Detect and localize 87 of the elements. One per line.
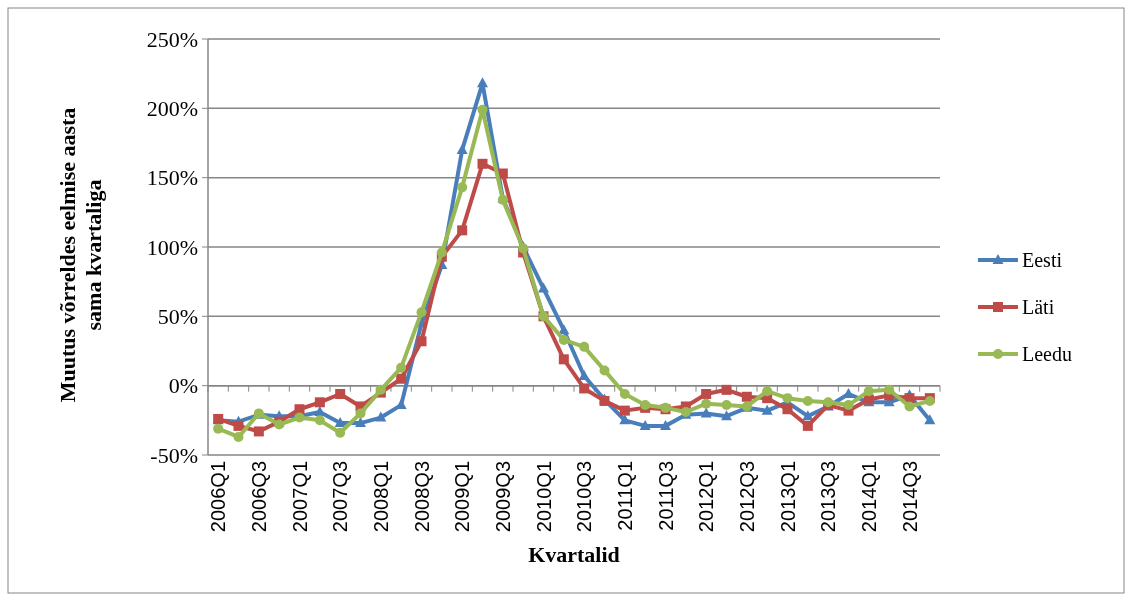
point [904, 393, 915, 404]
point [700, 407, 712, 418]
point [416, 336, 427, 347]
x-tick-label: 2012Q3 [735, 461, 758, 533]
x-tick-label: 2014Q3 [898, 461, 921, 533]
point [762, 386, 773, 397]
point [578, 369, 590, 380]
point [660, 419, 671, 430]
y-tick-label: 200% [146, 96, 198, 122]
x-tick-label: 2014Q1 [857, 461, 880, 533]
point [558, 354, 569, 365]
legend-label: Eesti [1022, 249, 1063, 271]
point [701, 388, 712, 399]
x-tick-label: 2007Q1 [288, 461, 311, 533]
x-tick-label: 2013Q3 [817, 461, 840, 533]
point [335, 388, 346, 399]
x-tick-label: 2010Q3 [573, 461, 596, 533]
point [802, 410, 814, 421]
point [619, 405, 630, 416]
point [721, 410, 732, 421]
point [558, 324, 570, 335]
x-tick-label: 2008Q1 [369, 461, 392, 533]
x-tick-label: 2009Q1 [451, 461, 474, 533]
x-tick-label: 2009Q3 [491, 461, 514, 533]
point [619, 414, 631, 425]
y-axis-title: Muutus võrreldes eelmise aasta sama kvartaliga [55, 107, 106, 403]
point [924, 414, 936, 425]
legend-label: Leedu [1022, 343, 1072, 365]
point [457, 225, 468, 236]
point [579, 341, 590, 352]
point [334, 417, 346, 428]
point [253, 426, 264, 437]
point [579, 383, 590, 394]
x-tick-label: 2006Q3 [247, 461, 270, 533]
point [213, 423, 224, 434]
point [782, 404, 793, 415]
y-tick-label: 50% [157, 304, 198, 330]
point [843, 400, 854, 411]
point [477, 158, 488, 169]
x-tick-label: 2011Q1 [613, 461, 636, 531]
point [233, 420, 244, 431]
x-tick-label: 2008Q3 [410, 461, 433, 533]
legend-label: Läti [1022, 296, 1055, 318]
y-tick-label: 150% [146, 165, 198, 191]
point [619, 388, 630, 399]
point [863, 386, 874, 397]
x-tick-label: 2006Q1 [207, 461, 230, 533]
point [558, 334, 569, 345]
point [538, 282, 549, 293]
y-tick-label: 250% [146, 26, 198, 52]
point [741, 391, 752, 402]
x-axis-title: Kvartalid [528, 542, 620, 567]
point [396, 362, 407, 373]
point [314, 397, 325, 408]
point [639, 419, 651, 430]
point [802, 420, 813, 431]
x-tick-label: 2011Q3 [654, 461, 677, 531]
point [375, 411, 387, 422]
point [314, 415, 325, 426]
point [477, 77, 488, 88]
point [497, 168, 508, 179]
point [294, 404, 305, 415]
point [355, 408, 366, 419]
point [599, 365, 610, 376]
point [396, 373, 407, 384]
point [701, 398, 712, 409]
point [355, 417, 366, 428]
point [761, 404, 773, 415]
y-tick-label: -50% [150, 442, 198, 468]
point [721, 384, 732, 395]
point [335, 427, 346, 438]
point [457, 182, 468, 193]
y-tick-label: 100% [146, 234, 198, 260]
x-tick-label: 2012Q1 [695, 461, 718, 533]
point [456, 143, 468, 154]
point [416, 307, 427, 318]
point [904, 401, 915, 412]
point [477, 104, 488, 115]
x-tick-label: 2010Q1 [532, 461, 555, 533]
x-tick-label: 2007Q3 [329, 461, 352, 533]
point [884, 384, 895, 395]
point [233, 431, 244, 442]
x-tick-label: 2013Q1 [776, 461, 799, 533]
point [721, 400, 732, 411]
y-tick-label: 0% [168, 373, 198, 399]
point [436, 247, 447, 258]
point [802, 395, 813, 406]
